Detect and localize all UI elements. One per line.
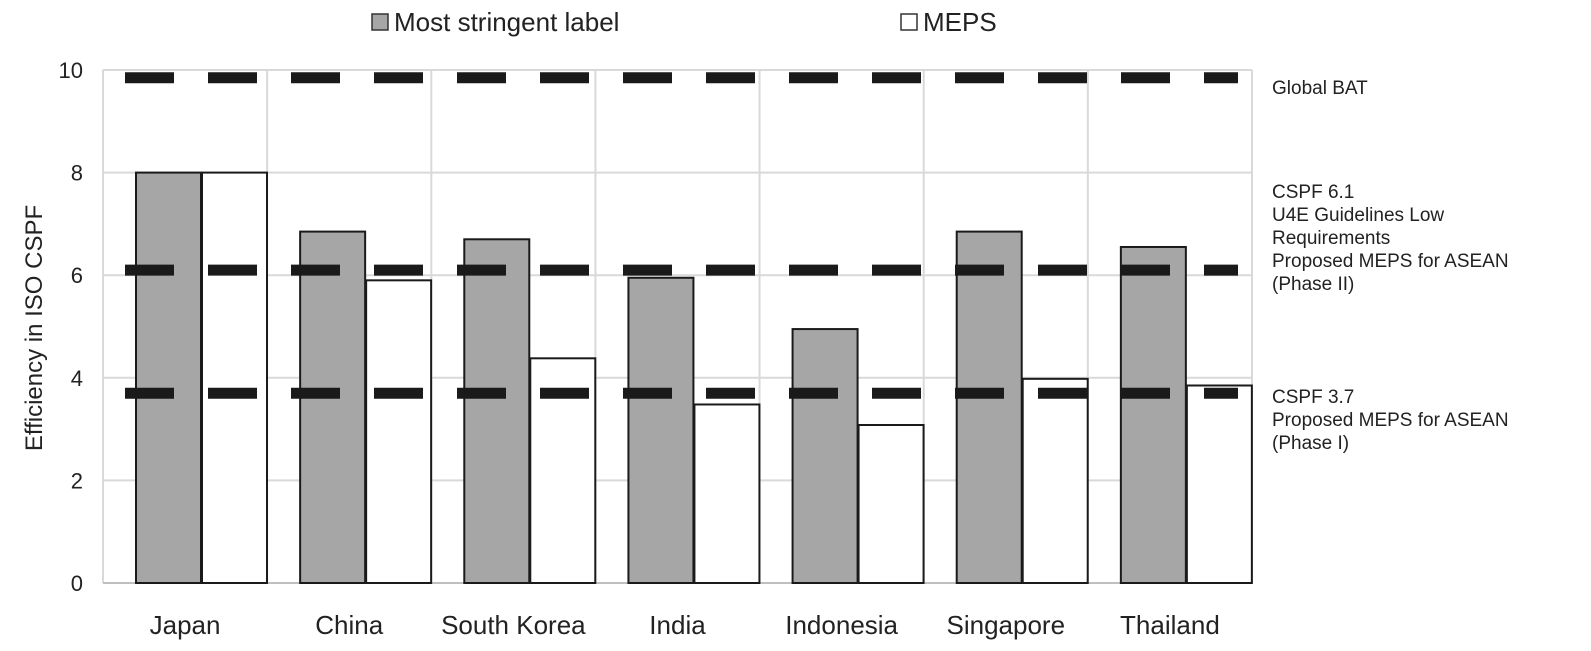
reference-annotation-1-4: (Phase II) xyxy=(1272,274,1354,295)
x-tick-label-2: South Korea xyxy=(441,610,586,640)
bar-label-2 xyxy=(463,238,531,584)
y-tick-label-0: 0 xyxy=(71,571,83,596)
x-tick-label-6: Thailand xyxy=(1120,610,1220,640)
reference-annotation-2-0: CSPF 3.7 xyxy=(1272,387,1354,408)
reference-annotation-0-0: Global BAT xyxy=(1272,78,1368,99)
bar-meps-0 xyxy=(201,171,268,584)
legend-swatch-1 xyxy=(900,13,918,31)
bar-meps-6 xyxy=(1185,384,1253,584)
bar-meps-3 xyxy=(693,403,761,585)
y-tick-label-2: 4 xyxy=(71,366,83,391)
legend-label-0: Most stringent label xyxy=(394,7,619,37)
y-axis-label: Efficiency in ISO CSPF xyxy=(21,205,48,451)
legend-swatch-0 xyxy=(371,13,389,31)
x-tick-label-1: China xyxy=(315,610,383,640)
bar-label-3 xyxy=(627,276,695,584)
x-tick-label-5: Singapore xyxy=(947,610,1066,640)
x-axis-labels: Japan China South Korea India Indonesia Singa… xyxy=(150,610,1220,640)
y-tick-label-3: 6 xyxy=(71,263,83,288)
y-tick-label-4: 8 xyxy=(71,161,83,186)
bar-label-6 xyxy=(1119,245,1187,585)
y-axis-ticks: 0 2 4 6 8 10 xyxy=(59,58,83,596)
bar-meps-4 xyxy=(857,423,925,584)
x-tick-label-0: Japan xyxy=(150,610,221,640)
reference-lines xyxy=(125,72,1238,399)
reference-annotation-1-1: U4E Guidelines Low xyxy=(1272,205,1444,226)
x-tick-label-3: India xyxy=(649,610,706,640)
bar-meps-1 xyxy=(365,279,433,584)
x-tick-label-4: Indonesia xyxy=(785,610,898,640)
legend-label-1: MEPS xyxy=(923,7,997,37)
reference-annotation-2-1: Proposed MEPS for ASEAN xyxy=(1272,410,1509,431)
legend: Most stringent label MEPS xyxy=(371,7,997,37)
bar-label-0 xyxy=(135,171,202,584)
reference-annotation-1-3: Proposed MEPS for ASEAN xyxy=(1272,251,1509,272)
reference-annotation-1-0: CSPF 6.1 xyxy=(1272,182,1354,203)
reference-annotation-2-2: (Phase I) xyxy=(1272,433,1349,454)
bar-label-1 xyxy=(299,230,367,584)
bar-meps-5 xyxy=(1021,377,1089,584)
reference-annotation-1-2: Requirements xyxy=(1272,228,1390,249)
bar-label-4 xyxy=(791,328,859,584)
y-tick-label-1: 2 xyxy=(71,468,83,493)
bar-label-5 xyxy=(955,230,1023,584)
y-tick-label-5: 10 xyxy=(59,58,83,83)
